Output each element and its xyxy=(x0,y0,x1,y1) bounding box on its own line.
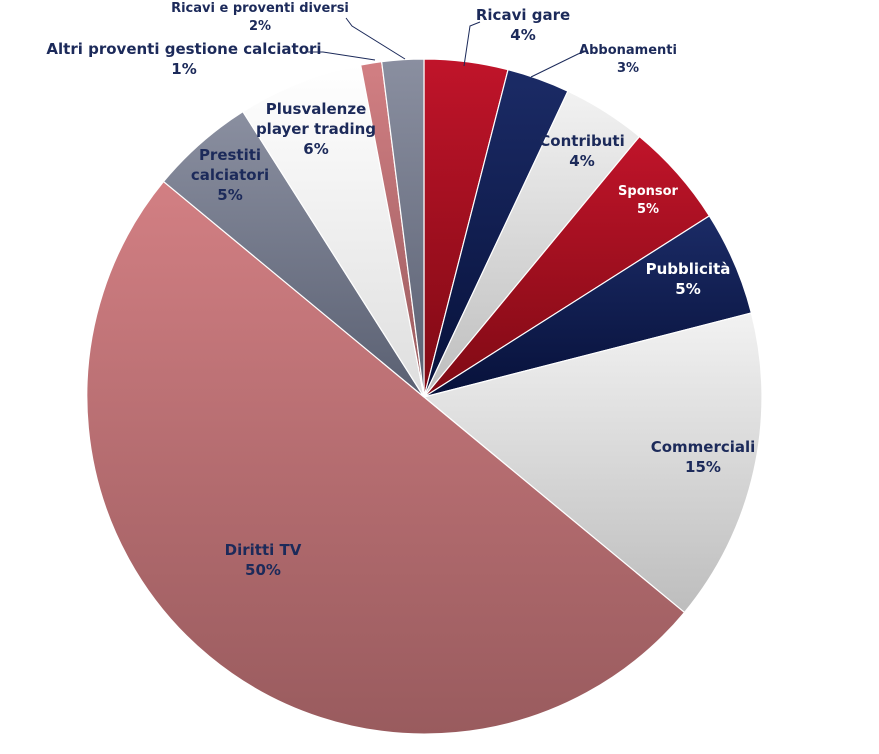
slice-label: Commerciali xyxy=(651,438,756,456)
slice-percent-label: 5% xyxy=(217,186,242,204)
slice-percent-label: 15% xyxy=(685,458,721,476)
slice-label: player trading xyxy=(256,120,376,138)
leader-line xyxy=(530,51,585,78)
slice-label: Ricavi gare xyxy=(476,6,570,24)
slice-percent-label: 50% xyxy=(245,561,281,579)
slice-label: Altri proventi gestione calciatori xyxy=(46,40,321,58)
slice-label: Abbonamenti xyxy=(579,43,677,58)
leader-line xyxy=(463,21,481,67)
slice-label: Plusvalenze xyxy=(266,100,367,118)
slice-label: Prestiti xyxy=(199,146,261,164)
pie-slice-plusvalenze-player-trading xyxy=(242,64,425,398)
slice-label: calciatori xyxy=(191,166,269,184)
slice-label: Contributi xyxy=(539,132,624,150)
slice-percent-label: 4% xyxy=(569,152,594,170)
slice-percent-label: 4% xyxy=(510,26,535,44)
slice-percent-label: 3% xyxy=(617,61,639,76)
slice-percent-label: 5% xyxy=(675,280,700,298)
slice-label: Sponsor xyxy=(618,184,679,199)
pie-slice-commerciali xyxy=(422,312,763,614)
pie-slice-diritti-tv xyxy=(86,180,686,735)
slice-percent-label: 6% xyxy=(303,140,328,158)
leader-line xyxy=(308,51,376,61)
slice-label: Diritti TV xyxy=(225,541,302,559)
pie-slice-ricavi-e-proventi-diversi xyxy=(380,58,425,398)
slice-percent-label: 5% xyxy=(637,202,659,217)
slice-label: Ricavi e proventi diversi xyxy=(171,1,349,16)
slice-percent-label: 1% xyxy=(171,60,196,78)
slice-label: Pubblicità xyxy=(646,260,731,278)
slice-percent-label: 2% xyxy=(249,19,271,34)
leader-line xyxy=(345,17,406,60)
